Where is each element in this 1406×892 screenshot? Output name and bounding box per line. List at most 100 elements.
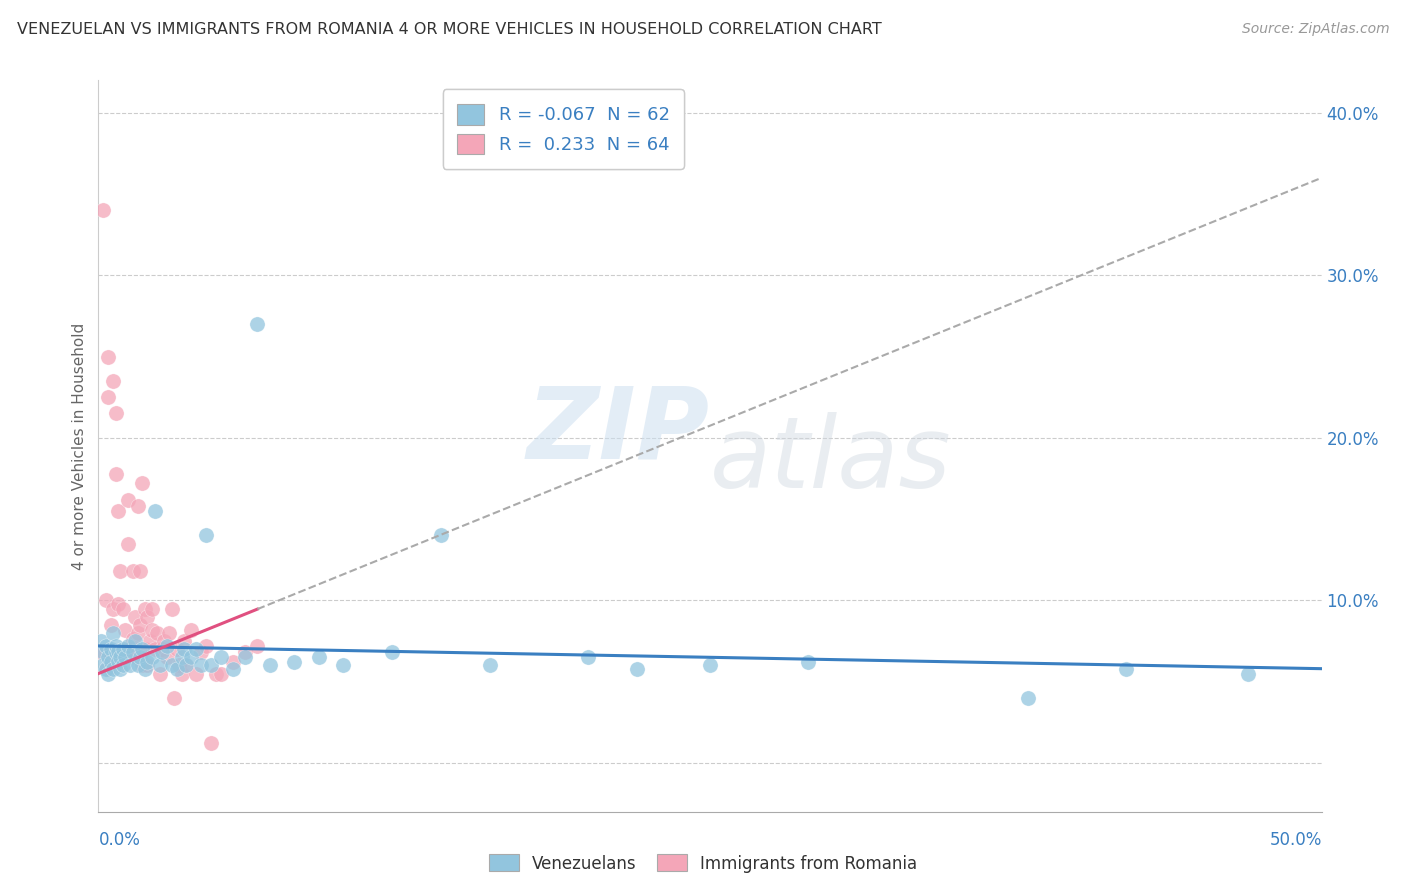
Point	[156, 639, 179, 653]
Point	[246, 317, 269, 331]
Point	[146, 626, 169, 640]
Point	[117, 492, 139, 507]
Point	[100, 655, 122, 669]
Point	[120, 642, 142, 657]
Point	[170, 650, 193, 665]
Point	[111, 601, 134, 615]
Point	[246, 639, 269, 653]
Point	[100, 650, 122, 665]
Point	[166, 662, 188, 676]
Point	[150, 642, 173, 657]
Point	[91, 658, 114, 673]
Point	[114, 623, 136, 637]
Point	[381, 645, 404, 659]
Point	[97, 666, 120, 681]
Point	[94, 662, 117, 676]
Point	[107, 654, 129, 668]
Point	[233, 645, 256, 659]
Point	[91, 203, 114, 218]
Point	[110, 662, 132, 676]
Point	[94, 593, 117, 607]
Point	[134, 601, 156, 615]
Point	[97, 390, 120, 404]
Point	[129, 650, 152, 665]
Text: 50.0%: 50.0%	[1270, 831, 1322, 849]
Point	[173, 642, 195, 657]
Point	[101, 374, 124, 388]
Point	[111, 650, 134, 665]
Point	[117, 639, 139, 653]
Point	[233, 650, 256, 665]
Point	[104, 467, 127, 481]
Point	[107, 504, 129, 518]
Point	[176, 658, 198, 673]
Point	[160, 601, 183, 615]
Point	[209, 666, 232, 681]
Point	[430, 528, 453, 542]
Point	[131, 642, 153, 657]
Point	[131, 476, 153, 491]
Point	[121, 564, 143, 578]
Point	[110, 564, 132, 578]
Point	[195, 528, 218, 542]
Point	[97, 350, 120, 364]
Point	[114, 642, 136, 657]
Text: Source: ZipAtlas.com: Source: ZipAtlas.com	[1241, 22, 1389, 37]
Point	[111, 658, 134, 673]
Point	[150, 645, 173, 659]
Point	[166, 642, 188, 657]
Point	[120, 650, 142, 665]
Point	[141, 623, 163, 637]
Point	[114, 650, 136, 665]
Point	[94, 662, 117, 676]
Point	[121, 632, 143, 647]
Point	[111, 642, 134, 657]
Point	[626, 662, 648, 676]
Text: atlas: atlas	[710, 412, 952, 509]
Point	[200, 658, 222, 673]
Point	[141, 650, 163, 665]
Point	[107, 644, 129, 658]
Y-axis label: 4 or more Vehicles in Household: 4 or more Vehicles in Household	[72, 322, 87, 570]
Point	[1115, 662, 1137, 676]
Point	[200, 736, 222, 750]
Point	[308, 650, 330, 665]
Point	[129, 564, 152, 578]
Point	[124, 634, 146, 648]
Point	[117, 536, 139, 550]
Point	[120, 658, 142, 673]
Point	[134, 662, 156, 676]
Point	[176, 658, 198, 673]
Point	[110, 655, 132, 669]
Point	[186, 666, 208, 681]
Point	[222, 655, 245, 669]
Point	[104, 639, 127, 653]
Text: VENEZUELAN VS IMMIGRANTS FROM ROMANIA 4 OR MORE VEHICLES IN HOUSEHOLD CORRELATIO: VENEZUELAN VS IMMIGRANTS FROM ROMANIA 4 …	[17, 22, 882, 37]
Point	[699, 658, 721, 673]
Point	[170, 666, 193, 681]
Point	[107, 597, 129, 611]
Point	[478, 658, 501, 673]
Point	[127, 658, 149, 673]
Point	[180, 623, 202, 637]
Legend: R = -0.067  N = 62, R =  0.233  N = 64: R = -0.067 N = 62, R = 0.233 N = 64	[443, 89, 683, 169]
Point	[190, 658, 212, 673]
Point	[91, 645, 114, 659]
Point	[101, 626, 124, 640]
Point	[121, 645, 143, 659]
Point	[90, 645, 112, 659]
Point	[110, 650, 132, 665]
Point	[1237, 666, 1260, 681]
Point	[129, 617, 152, 632]
Point	[156, 650, 179, 665]
Legend: Venezuelans, Immigrants from Romania: Venezuelans, Immigrants from Romania	[482, 847, 924, 880]
Point	[104, 407, 127, 421]
Point	[160, 658, 183, 673]
Point	[797, 655, 820, 669]
Point	[149, 658, 172, 673]
Point	[222, 662, 245, 676]
Point	[104, 645, 127, 659]
Point	[141, 601, 163, 615]
Text: 0.0%: 0.0%	[98, 831, 141, 849]
Point	[173, 634, 195, 648]
